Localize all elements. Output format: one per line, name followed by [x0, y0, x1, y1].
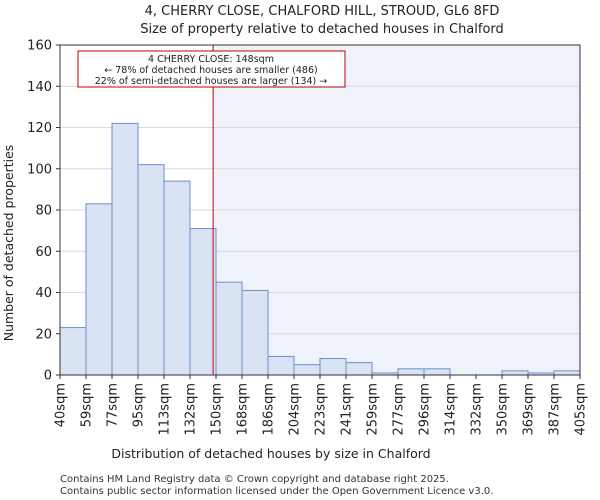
x-tick-label: 296sqm	[418, 383, 433, 436]
x-tick-label: 387sqm	[548, 383, 563, 436]
histogram-bar	[267, 355, 295, 376]
histogram-bar	[189, 228, 217, 376]
y-tick-label: 160	[27, 39, 52, 54]
x-tick-label: 40sqm	[54, 383, 69, 427]
x-axis-label: Distribution of detached houses by size …	[111, 446, 430, 461]
y-tick-label: 100	[27, 162, 52, 177]
histogram-bar	[111, 122, 139, 376]
x-tick-label: 277sqm	[392, 383, 407, 436]
y-tick-label: 0	[44, 369, 52, 384]
x-tick-label: 241sqm	[340, 383, 355, 436]
x-tick-label: 95sqm	[132, 383, 147, 427]
y-tick-label: 60	[35, 245, 52, 260]
x-tick-label: 259sqm	[366, 383, 381, 436]
histogram-bar	[137, 164, 165, 376]
x-tick-label: 113sqm	[158, 383, 173, 436]
x-tick-label: 59sqm	[80, 383, 95, 427]
x-tick-label: 369sqm	[522, 383, 537, 436]
histogram-bar	[85, 203, 113, 376]
histogram-bar	[319, 358, 347, 376]
footer-line2: Contains public sector information licen…	[60, 486, 493, 497]
annotation-line3: 22% of semi-detached houses are larger (…	[95, 76, 328, 87]
histogram-bar	[553, 370, 581, 376]
x-tick-label: 350sqm	[496, 383, 511, 436]
y-axis-label: Number of detached properties	[1, 145, 16, 342]
footer-line1: Contains HM Land Registry data © Crown c…	[60, 474, 449, 485]
annotation-box: 4 CHERRY CLOSE: 148sqm ← 78% of detached…	[77, 50, 346, 88]
histogram-bar	[423, 368, 451, 376]
x-tick-label: 186sqm	[262, 383, 277, 436]
x-tick-label: 150sqm	[210, 383, 225, 436]
x-tick-label: 223sqm	[314, 383, 329, 436]
x-tick-label: 132sqm	[184, 383, 199, 436]
chart-title-line2: Size of property relative to detached ho…	[140, 22, 504, 37]
y-tick-label: 20	[35, 327, 52, 342]
histogram-bar	[241, 289, 269, 376]
x-tick-label: 168sqm	[236, 383, 251, 436]
histogram-bar	[501, 370, 529, 376]
x-tick-label: 314sqm	[444, 383, 459, 436]
y-tick-label: 140	[27, 80, 52, 95]
histogram-bar	[215, 281, 243, 376]
x-tick-label: 204sqm	[288, 383, 303, 436]
histogram-bar	[397, 368, 425, 376]
histogram-bar	[59, 327, 87, 376]
x-tick-label: 332sqm	[470, 383, 485, 436]
histogram-bar	[345, 362, 373, 376]
y-tick-label: 120	[27, 121, 52, 136]
histogram-bar	[293, 364, 321, 376]
x-tick-label: 77sqm	[106, 383, 121, 427]
chart-title-line1: 4, CHERRY CLOSE, CHALFORD HILL, STROUD, …	[145, 4, 500, 19]
histogram-bar	[163, 180, 191, 376]
x-tick-label: 405sqm	[574, 383, 589, 436]
annotation-frame	[77, 50, 346, 88]
y-tick-label: 40	[35, 286, 52, 301]
annotation-line2: ← 78% of detached houses are smaller (48…	[104, 65, 317, 76]
y-tick-label: 80	[35, 204, 52, 219]
annotation-line1: 4 CHERRY CLOSE: 148sqm	[148, 54, 274, 65]
